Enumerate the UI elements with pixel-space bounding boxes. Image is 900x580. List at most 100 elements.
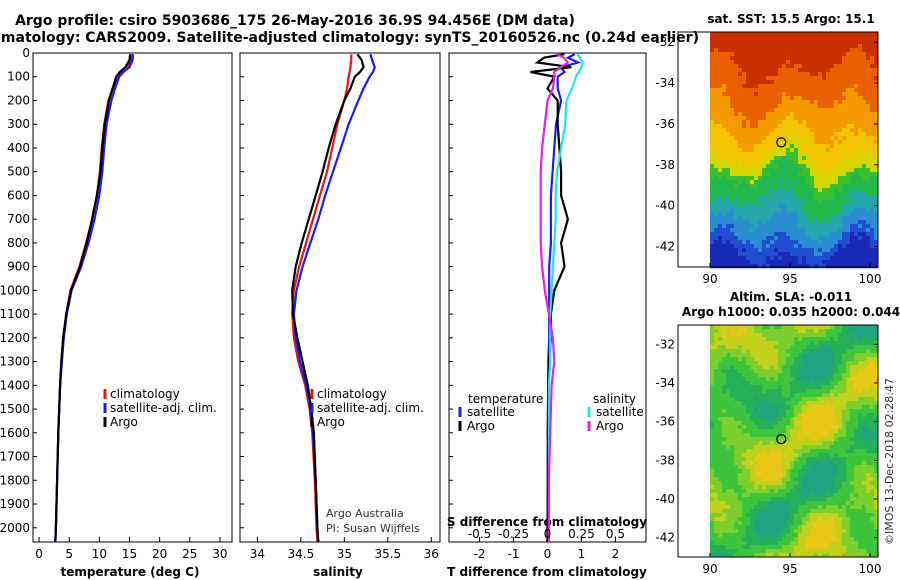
sst-cell <box>762 60 767 65</box>
sst-cell <box>750 220 755 225</box>
sst-cell <box>858 172 863 177</box>
sst-cell <box>866 172 871 177</box>
sst-cell <box>782 72 787 77</box>
sla-cell <box>822 365 827 370</box>
sla-cell <box>806 465 811 470</box>
sla-cell <box>730 409 735 414</box>
sla-cell <box>842 377 847 382</box>
sla-cell <box>726 373 731 378</box>
sst-cell <box>750 60 755 65</box>
sst-cell <box>790 196 795 201</box>
sst-cell <box>798 200 803 205</box>
sla-cell <box>770 381 775 386</box>
sst-cell <box>762 220 767 225</box>
sla-cell <box>850 461 855 466</box>
sst-cell <box>810 168 815 173</box>
sla-cell <box>754 533 759 538</box>
sst-cell <box>730 192 735 197</box>
sla-cell <box>810 509 815 514</box>
sst-cell <box>722 220 727 225</box>
sst-cell <box>870 76 875 81</box>
sst-cell <box>806 140 811 145</box>
sst-cell <box>846 48 851 53</box>
sst-cell <box>850 188 855 193</box>
sst-cell <box>758 160 763 165</box>
sst-cell <box>750 148 755 153</box>
sla-cell <box>726 541 731 546</box>
sla-cell <box>814 365 819 370</box>
sst-cell <box>746 260 751 265</box>
sst-cell <box>866 96 871 101</box>
sla-cell <box>750 545 755 550</box>
sst-cell <box>758 44 763 49</box>
sla-cell <box>866 549 871 554</box>
sst-cell <box>786 112 791 117</box>
sst-cell <box>806 228 811 233</box>
sla-cell <box>826 445 831 450</box>
sst-cell <box>710 64 715 69</box>
sla-cell <box>794 485 799 490</box>
sla-cell <box>842 397 847 402</box>
sla-cell <box>750 477 755 482</box>
sla-cell <box>862 437 867 442</box>
sla-cell <box>742 381 747 386</box>
sla-cell <box>858 421 863 426</box>
sla-cell <box>822 425 827 430</box>
sla-cell <box>786 509 791 514</box>
sst-cell <box>766 172 771 177</box>
sst-cell <box>774 200 779 205</box>
sla-cell <box>746 389 751 394</box>
sst-cell <box>758 228 763 233</box>
sst-cell <box>854 244 859 249</box>
sla-cell <box>734 409 739 414</box>
sla-cell <box>766 493 771 498</box>
sla-cell <box>750 525 755 530</box>
sst-cell <box>810 180 815 185</box>
sla-cell <box>806 373 811 378</box>
sla-cell <box>822 473 827 478</box>
sla-cell <box>710 325 715 330</box>
sla-cell <box>846 429 851 434</box>
sla-cell <box>766 509 771 514</box>
depth-tick-label: 1500 <box>0 402 30 416</box>
sla-cell <box>730 413 735 418</box>
sst-cell <box>806 176 811 181</box>
sst-cell <box>710 240 715 245</box>
sla-cell <box>766 425 771 430</box>
sst-map: 90 95 100-32-34-36-38-40-42 <box>655 31 881 286</box>
sst-cell <box>754 220 759 225</box>
sst-cell <box>834 200 839 205</box>
sst-cell <box>842 184 847 189</box>
sla-cell <box>814 361 819 366</box>
sst-cell <box>742 228 747 233</box>
sst-cell <box>818 160 823 165</box>
sla-cell <box>818 497 823 502</box>
sst-cell <box>774 80 779 85</box>
sst-cell <box>766 116 771 121</box>
sla-cell <box>834 489 839 494</box>
sla-cell <box>810 365 815 370</box>
sst-cell <box>846 52 851 57</box>
sla-cell <box>746 545 751 550</box>
sst-cell <box>854 144 859 149</box>
sla-cell <box>846 377 851 382</box>
sst-cell <box>766 156 771 161</box>
sst-cell <box>782 84 787 89</box>
sla-cell <box>814 425 819 430</box>
sla-cell <box>842 449 847 454</box>
sst-cell <box>818 76 823 81</box>
sla-cell <box>770 409 775 414</box>
sst-cell <box>754 236 759 241</box>
sst-cell <box>798 180 803 185</box>
sst-cell <box>754 60 759 65</box>
sla-cell <box>826 537 831 542</box>
sst-cell <box>730 208 735 213</box>
sla-cell <box>754 333 759 338</box>
sla-cell <box>818 341 823 346</box>
sst-cell <box>866 204 871 209</box>
sla-cell <box>790 325 795 330</box>
sla-cell <box>846 369 851 374</box>
sla-cell <box>806 481 811 486</box>
sla-cell <box>790 537 795 542</box>
sst-cell <box>730 100 735 105</box>
